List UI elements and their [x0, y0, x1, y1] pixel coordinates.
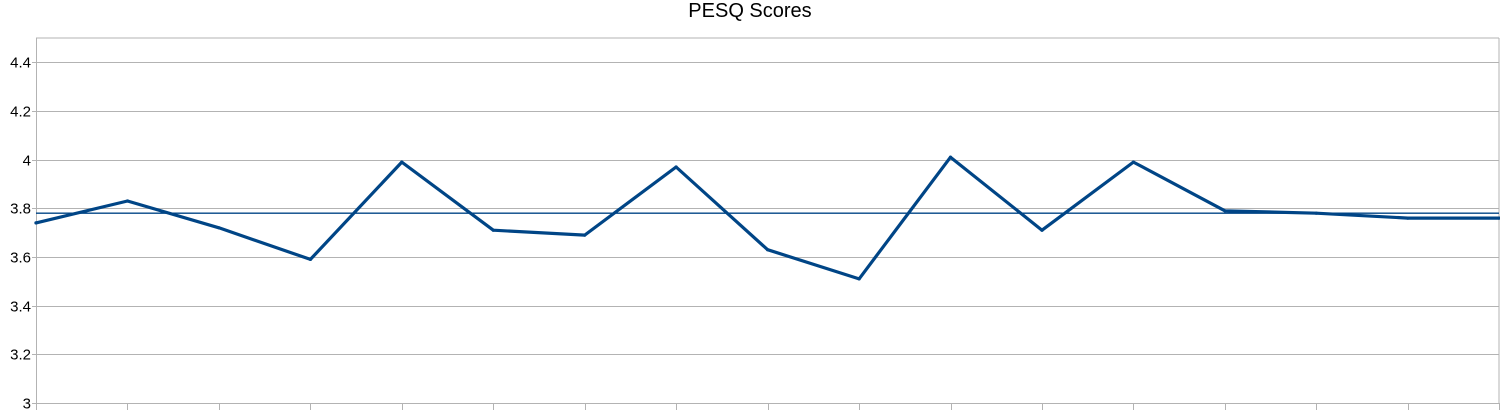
data-point — [857, 277, 861, 281]
data-point — [674, 165, 678, 169]
y-tick-label: 3 — [23, 396, 31, 410]
data-point — [217, 226, 221, 230]
y-tick-label: 4.2 — [10, 104, 31, 121]
y-tick-label: 3.8 — [10, 201, 31, 218]
data-point — [1314, 211, 1318, 215]
data-point — [583, 233, 587, 237]
data-point — [1223, 209, 1227, 213]
series-line — [34, 155, 1500, 281]
data-point — [1040, 228, 1044, 232]
series-group — [34, 155, 1500, 281]
y-tick-label: 4 — [23, 153, 31, 170]
chart-title: PESQ Scores — [688, 0, 812, 22]
data-point — [1131, 160, 1135, 164]
data-point — [34, 221, 38, 225]
data-point — [308, 257, 312, 261]
data-point — [125, 199, 130, 203]
data-point — [491, 228, 495, 232]
data-point — [1497, 216, 1500, 220]
data-point — [766, 248, 770, 252]
grid-lines — [32, 37, 1500, 404]
y-tick-label: 3.6 — [10, 250, 31, 267]
data-point — [400, 160, 404, 164]
y-tick-label: 3.2 — [10, 347, 31, 364]
y-tick-label: 4.4 — [10, 55, 31, 72]
data-point — [948, 155, 953, 159]
data-point — [1406, 216, 1410, 220]
y-tick-label: 3.4 — [10, 299, 31, 316]
y-tick-labels: 3 3.2 3.4 3.6 3.8 4 4.2 4.4 — [10, 55, 31, 410]
